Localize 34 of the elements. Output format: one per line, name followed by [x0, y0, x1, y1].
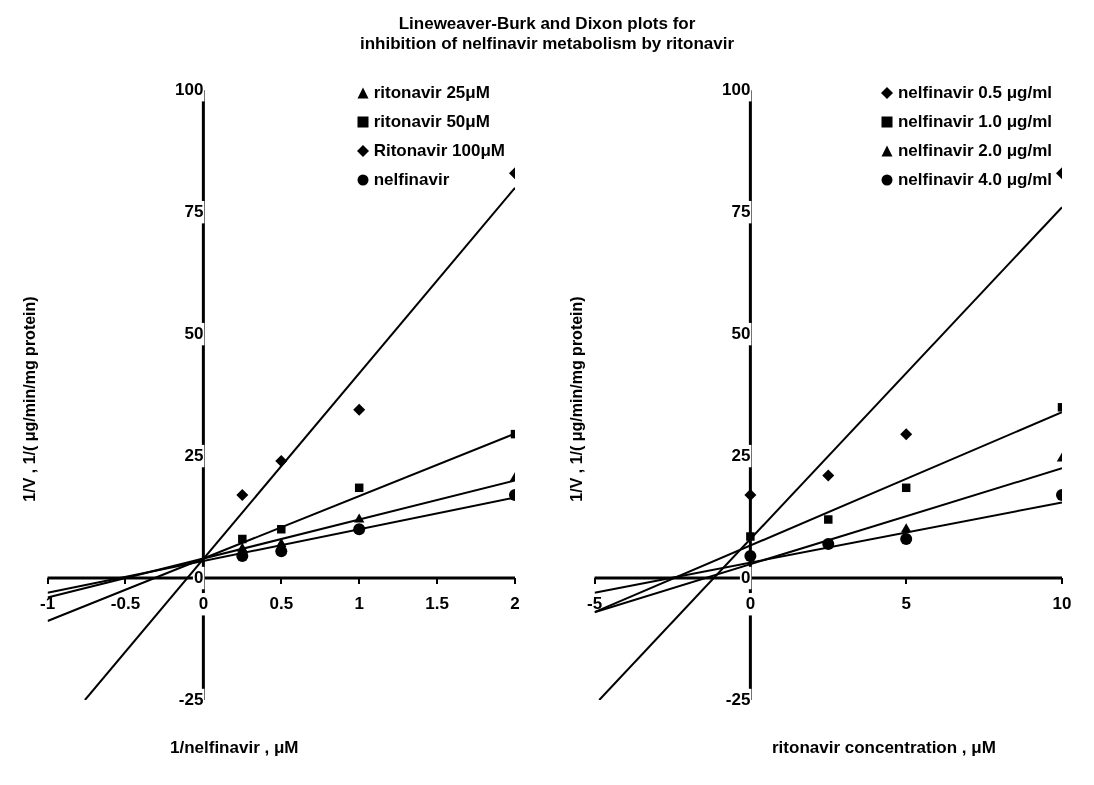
y-tick-label: -25 — [725, 689, 751, 709]
legend-label: ritonavir 25μM — [373, 82, 490, 105]
y-tick-label: 75 — [731, 201, 751, 221]
x-tick-label: 1.5 — [425, 593, 449, 613]
x-axis-title: ritonavir concentration , μM — [772, 738, 996, 758]
x-tick-label: 2 — [510, 593, 520, 613]
x-tick-label: 5 — [901, 593, 911, 613]
x-tick-label: 10 — [1052, 593, 1072, 613]
legend-label: nelfinavir 2.0 μg/ml — [897, 140, 1052, 163]
x-tick-label: 1 — [354, 593, 364, 613]
legend-label: nelfinavir 1.0 μg/ml — [897, 111, 1052, 134]
y-tick-label: 25 — [184, 445, 204, 465]
y-tick-label: 75 — [184, 201, 204, 221]
y-axis-title: 1/V , 1/( μg/min/mg protein) — [568, 295, 586, 504]
legend-label: nelfinavir 0.5 μg/ml — [897, 82, 1052, 105]
y-axis-title: 1/V , 1/( μg/min/mg protein) — [21, 295, 39, 504]
y-tick-label: 50 — [731, 323, 751, 343]
y-tick-label: 100 — [722, 79, 751, 99]
x-tick-label: -0.5 — [110, 593, 141, 613]
x-tick-label: 0.5 — [269, 593, 294, 613]
legend-label: nelfinavir 4.0 μg/ml — [897, 169, 1052, 192]
legend-label: ritonavir 50μM — [373, 111, 490, 134]
y-tick-label: 0 — [193, 567, 204, 587]
y-tick-label: 100 — [175, 79, 204, 99]
y-tick-label: 0 — [740, 567, 751, 587]
x-tick-label: -5 — [587, 593, 603, 613]
legend-label: Ritonavir 100μM — [373, 140, 505, 163]
y-tick-label: 50 — [184, 323, 204, 343]
y-tick-label: -25 — [178, 689, 204, 709]
x-tick-label: -1 — [40, 593, 56, 613]
x-axis-title: 1/nelfinavir , μM — [170, 738, 299, 758]
legend-label: nelfinavir — [373, 169, 450, 192]
y-tick-label: 25 — [731, 445, 751, 465]
chart-title: Lineweaver-Burk and Dixon plots for inhibition of nelfinavir metabolism by ritonavir — [358, 13, 735, 55]
